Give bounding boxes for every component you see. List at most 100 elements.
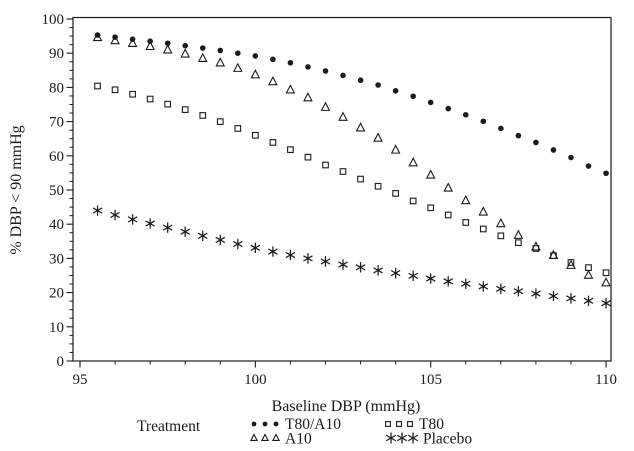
data-point-a10 [127, 37, 138, 47]
data-point-t80 [252, 131, 259, 139]
data-point-t80-a10 [199, 45, 206, 51]
x-tick-label: 110 [595, 372, 617, 388]
data-point-a10 [373, 132, 383, 142]
data-point-t80 [497, 232, 505, 240]
data-point-t80 [287, 146, 294, 153]
y-tick-label: 10 [49, 320, 64, 336]
legend-square-icon [396, 421, 402, 427]
legend-filled-circle-icon [262, 421, 268, 427]
data-point-a10 [197, 52, 208, 63]
data-point-placebo [197, 232, 208, 239]
data-point-placebo [145, 220, 155, 227]
data-point-placebo [425, 275, 436, 282]
x-tick-label: 95 [73, 372, 88, 388]
data-point-t80-a10 [287, 59, 294, 66]
data-point-placebo [232, 240, 243, 248]
x-axis-title: Baseline DBP (mmHg) [272, 398, 421, 415]
data-point-a10 [250, 69, 261, 79]
data-point-t80 [111, 86, 119, 94]
legend-filled-circle-icon [251, 421, 257, 427]
data-point-t80 [532, 245, 540, 252]
data-point-t80 [304, 153, 312, 161]
data-point-placebo [127, 216, 138, 223]
data-point-placebo [373, 267, 383, 274]
data-point-placebo [513, 288, 524, 295]
legend-filled-circle-icon [273, 421, 279, 427]
data-point-t80 [602, 269, 610, 277]
data-point-t80 [479, 225, 487, 233]
data-point-a10 [232, 62, 243, 72]
data-point-t80-a10 [147, 38, 153, 45]
data-point-t80-a10 [270, 56, 276, 63]
y-tick-label: 60 [49, 149, 64, 165]
data-point-t80-a10 [480, 118, 487, 125]
data-point-placebo [478, 283, 489, 290]
data-point-t80 [515, 239, 522, 247]
data-point-t80-a10 [94, 32, 101, 38]
legend-square-icon [407, 421, 413, 427]
data-point-t80 [339, 168, 347, 175]
data-point-a10 [145, 40, 156, 51]
data-point-t80-a10 [182, 42, 189, 49]
data-point-t80-a10 [357, 77, 364, 84]
data-point-t80 [409, 197, 417, 205]
data-point-t80 [585, 264, 592, 271]
legend-label-t80: T80 [419, 416, 444, 433]
data-point-t80-a10 [375, 82, 381, 88]
data-point-t80 [322, 161, 329, 169]
data-point-t80-a10 [550, 147, 557, 153]
data-point-t80 [462, 219, 470, 226]
x-tick-label: 100 [244, 372, 267, 388]
data-point-placebo [320, 258, 331, 265]
data-point-t80-a10 [305, 64, 311, 70]
data-point-a10 [215, 57, 226, 67]
data-point-placebo [268, 248, 278, 255]
y-tick-label: 20 [49, 286, 64, 302]
data-point-a10 [338, 111, 348, 121]
plot-area: 95 100 105 110 0 10 20 30 40 50 60 70 80 90 100 [42, 12, 617, 444]
data-point-placebo [215, 236, 226, 244]
legend-label-a10: A10 [285, 431, 312, 448]
data-point-t80 [444, 211, 452, 219]
data-point-t80-a10 [129, 36, 136, 42]
data-point-t80-a10 [217, 47, 224, 54]
data-point-t80 [216, 118, 224, 125]
data-point-t80-a10 [498, 125, 504, 132]
y-tick-label: 40 [49, 217, 64, 233]
data-point-placebo [443, 278, 454, 285]
data-point-a10 [566, 259, 576, 269]
data-point-t80-a10 [112, 34, 118, 40]
y-tick-label: 80 [49, 80, 64, 96]
data-point-a10 [478, 206, 489, 216]
data-point-t80 [164, 100, 172, 108]
y-axis-title: % DBP < 90 mmHg [8, 125, 25, 254]
data-point-placebo [250, 244, 261, 251]
data-point-a10 [408, 156, 419, 167]
data-point-placebo [390, 269, 401, 277]
data-point-t80-a10 [410, 93, 416, 100]
y-tick-label: 30 [49, 251, 64, 267]
legend-triangle-icon [249, 433, 259, 442]
data-point-t80-a10 [515, 132, 522, 139]
data-point-t80-a10 [533, 139, 539, 146]
data-point-a10 [268, 75, 278, 86]
data-point-t80-a10 [568, 154, 574, 161]
data-point-t80-a10 [322, 68, 329, 74]
data-point-placebo [285, 251, 296, 259]
y-tick-label: 0 [57, 354, 65, 370]
data-point-t80 [146, 95, 154, 103]
data-point-t80-a10 [462, 111, 469, 118]
data-point-t80-a10 [340, 72, 346, 79]
data-point-placebo [496, 285, 506, 292]
data-point-a10 [320, 101, 331, 111]
data-point-t80 [269, 139, 277, 146]
data-point-t80 [427, 204, 435, 212]
data-point-placebo [355, 264, 366, 271]
data-point-a10 [425, 169, 436, 179]
plot-frame [72, 16, 612, 362]
y-tick-label: 70 [49, 115, 64, 131]
data-point-t80-a10 [235, 50, 241, 56]
data-point-t80-a10 [427, 99, 434, 106]
data-point-placebo [408, 272, 419, 279]
